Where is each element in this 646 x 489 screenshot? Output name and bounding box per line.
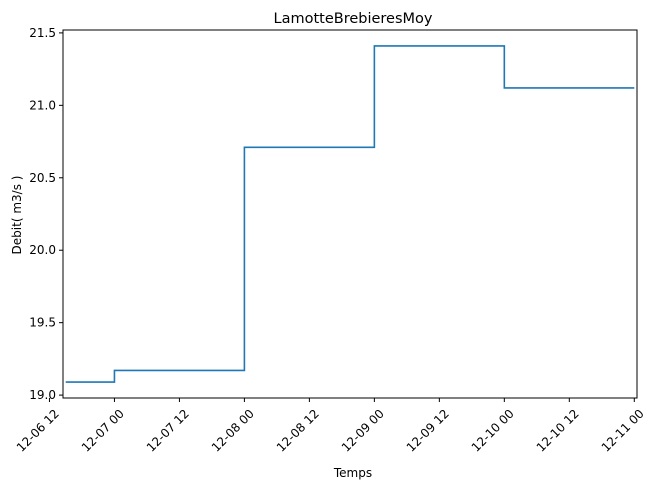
x-axis-label: Temps: [333, 466, 372, 480]
series-layer: [65, 45, 635, 383]
y-tick-label: 21.5: [29, 26, 56, 40]
y-axis-label: Debit( m3/s ): [10, 176, 24, 255]
y-tick-label: 19.5: [29, 316, 56, 330]
plot-area: [62, 29, 638, 399]
chart-title: LamotteBrebieresMoy: [274, 11, 433, 27]
y-axis: 19.0 19.5 20.0 20.5 21.0 21.5: [29, 26, 63, 402]
plot-frame: [62, 29, 638, 399]
series-line: [65, 45, 635, 383]
y-tick-label: 19.0: [29, 388, 56, 402]
y-tick-label: 21.0: [29, 98, 56, 112]
y-tick-label: 20.0: [29, 243, 56, 257]
y-tick-label: 20.5: [29, 171, 56, 185]
